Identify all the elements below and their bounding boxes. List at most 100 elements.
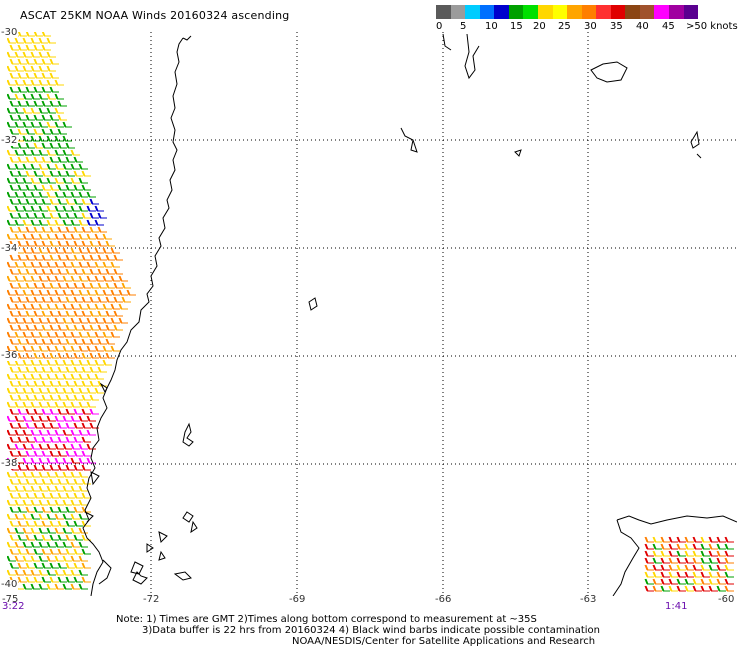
wind-barb xyxy=(692,536,702,543)
wind-barb xyxy=(89,324,99,331)
wind-barb xyxy=(9,324,19,331)
wind-barb xyxy=(62,135,72,142)
wind-barb xyxy=(89,422,99,429)
wind-barb xyxy=(668,557,678,564)
wind-barb xyxy=(30,289,40,296)
wind-barb xyxy=(113,268,123,275)
wind-barb xyxy=(644,564,654,571)
wind-barb xyxy=(57,184,67,191)
wind-barb xyxy=(70,373,80,380)
scale-segment xyxy=(654,5,669,19)
wind-barb xyxy=(62,191,72,198)
wind-barb xyxy=(25,240,35,247)
scale-label: >50 knots xyxy=(686,21,738,32)
wind-barb xyxy=(22,555,32,562)
wind-barb xyxy=(94,289,104,296)
wind-barb xyxy=(38,583,48,590)
lon-label: -63 xyxy=(580,594,597,605)
wind-barb xyxy=(652,557,662,564)
wind-barb xyxy=(17,142,27,149)
wind-barb xyxy=(38,163,48,170)
wind-barb xyxy=(70,471,80,478)
wind-barb xyxy=(70,303,80,310)
wind-barb xyxy=(684,536,694,543)
wind-barb xyxy=(73,254,83,261)
lat-lon-grid xyxy=(7,32,737,596)
wind-barb xyxy=(57,422,67,429)
scale-segment xyxy=(450,5,466,19)
scale-segment xyxy=(625,5,640,19)
wind-barb xyxy=(62,205,72,212)
wind-barb xyxy=(62,219,72,226)
wind-barb xyxy=(65,464,75,471)
wind-barb xyxy=(46,443,56,450)
wind-barb xyxy=(73,562,83,569)
wind-barb xyxy=(692,585,702,592)
wind-barb xyxy=(57,450,67,457)
wind-barb xyxy=(73,548,83,555)
wind-barb xyxy=(30,345,40,352)
scale-label: 5 xyxy=(460,21,467,32)
wind-barb xyxy=(30,205,40,212)
wind-barb xyxy=(22,303,32,310)
wind-barb xyxy=(78,429,88,436)
wind-barb xyxy=(73,296,83,303)
wind-barb xyxy=(644,571,654,578)
wind-barb xyxy=(62,303,72,310)
wind-barb xyxy=(38,275,48,282)
wind-barb xyxy=(22,527,32,534)
wind-barb xyxy=(65,296,75,303)
wind-barb xyxy=(22,121,32,128)
wind-barb xyxy=(54,163,64,170)
wind-barb xyxy=(7,499,16,506)
wind-barb xyxy=(33,408,43,415)
wind-barb xyxy=(54,331,64,338)
wind-barb xyxy=(86,331,96,338)
wind-barb xyxy=(33,436,43,443)
wind-barb xyxy=(22,359,32,366)
wind-barb xyxy=(33,226,43,233)
wind-barb xyxy=(46,135,56,142)
wind-barb xyxy=(724,557,734,564)
wind-barb xyxy=(54,541,64,548)
wind-barb xyxy=(57,240,67,247)
wind-barb xyxy=(7,37,16,44)
scale-label: 30 xyxy=(584,21,597,32)
wind-barb xyxy=(57,128,67,135)
wind-barb xyxy=(62,373,72,380)
wind-barb xyxy=(46,499,56,506)
wind-barb xyxy=(41,114,51,121)
wind-barb xyxy=(46,37,56,44)
wind-barb xyxy=(25,32,35,37)
wind-barb xyxy=(22,163,32,170)
wind-barb xyxy=(49,254,59,261)
wind-barb xyxy=(65,184,75,191)
scale-segment xyxy=(436,5,451,19)
wind-barb xyxy=(38,373,48,380)
wind-barb xyxy=(110,331,120,338)
wind-barb xyxy=(105,240,115,247)
wind-barb xyxy=(49,534,59,541)
wind-barb xyxy=(46,359,56,366)
wind-barb xyxy=(62,541,72,548)
scale-segment xyxy=(494,5,509,19)
wind-barb xyxy=(54,443,64,450)
wind-barb xyxy=(78,163,88,170)
wind-barb xyxy=(9,492,19,499)
wind-barb xyxy=(65,352,75,359)
wind-barb xyxy=(94,373,104,380)
scale-label: 0 xyxy=(436,21,443,32)
wind-barb xyxy=(33,212,43,219)
wind-barb xyxy=(70,233,80,240)
wind-barb xyxy=(25,72,35,79)
wind-barb xyxy=(38,569,48,576)
wind-barb xyxy=(38,37,48,44)
scale-segment xyxy=(669,5,684,19)
wind-barb xyxy=(78,401,88,408)
wind-barb xyxy=(78,317,88,324)
wind-barb xyxy=(724,564,734,571)
wind-barb xyxy=(54,555,64,562)
wind-barb xyxy=(17,548,27,555)
wind-barb xyxy=(7,219,16,226)
wind-barb xyxy=(30,415,40,422)
